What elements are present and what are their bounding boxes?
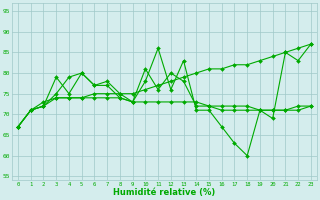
X-axis label: Humidité relative (%): Humidité relative (%): [113, 188, 216, 197]
